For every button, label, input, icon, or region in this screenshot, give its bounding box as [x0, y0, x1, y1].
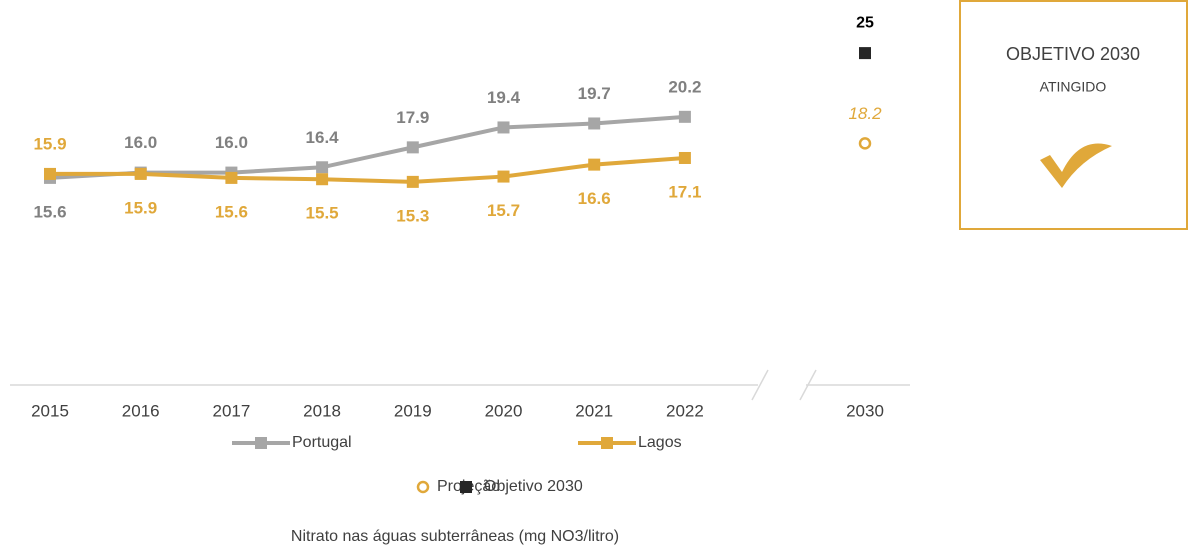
data-label: 18.2	[848, 104, 882, 123]
data-label: 25	[856, 14, 874, 31]
marker	[316, 173, 329, 186]
data-label: 17.1	[668, 182, 701, 201]
x-tick-label: 2021	[575, 401, 613, 420]
data-label: 20.2	[668, 77, 701, 96]
x-tick-label: 2020	[485, 401, 523, 420]
data-label: 15.3	[396, 206, 429, 225]
data-label: 15.5	[306, 204, 339, 223]
data-label: 19.7	[578, 84, 611, 103]
series-line	[50, 155, 686, 184]
legend-label: Objetivo 2030	[484, 478, 583, 495]
marker	[678, 151, 691, 164]
legend-marker	[460, 481, 472, 493]
data-label: 16.4	[306, 128, 340, 147]
x-tick-label: 2018	[303, 401, 341, 420]
x-tick-label: 2017	[212, 401, 250, 420]
x-axis-label: Nitrato nas águas subterrâneas (mg NO3/l…	[291, 528, 619, 545]
marker	[316, 161, 329, 174]
marker	[678, 110, 691, 123]
marker	[497, 170, 510, 183]
data-label: 19.4	[487, 88, 521, 107]
marker	[406, 175, 419, 188]
marker	[406, 141, 419, 154]
x-tick-label: 2019	[394, 401, 432, 420]
marker	[859, 47, 871, 60]
x-tick-label: 2015	[31, 401, 69, 420]
data-label: 17.9	[396, 108, 429, 127]
data-label: 16.6	[578, 189, 611, 208]
marker	[44, 167, 56, 180]
data-label: 15.9	[124, 198, 157, 217]
legend-marker	[416, 480, 430, 494]
marker	[497, 121, 510, 134]
x-tick-label: 2016	[122, 401, 160, 420]
data-label: 15.6	[215, 202, 248, 221]
data-label: 15.7	[487, 201, 520, 220]
goal-box	[959, 0, 1188, 230]
marker	[134, 167, 147, 180]
legend-marker	[601, 437, 613, 449]
x-tick-label: 2030	[846, 401, 884, 420]
legend-label: Lagos	[638, 434, 682, 451]
legend-marker	[255, 437, 267, 449]
check-icon	[1040, 143, 1112, 188]
axis-break	[799, 369, 817, 401]
data-label: 15.9	[33, 134, 66, 153]
x-tick-label: 2022	[666, 401, 704, 420]
marker	[588, 117, 601, 130]
data-label: 16.0	[124, 133, 157, 152]
data-label: 16.0	[215, 133, 248, 152]
axis-break	[751, 369, 769, 401]
marker	[588, 158, 601, 171]
goal-subtitle: ATINGIDO	[1040, 79, 1107, 95]
goal-title: OBJETIVO 2030	[1006, 44, 1140, 64]
data-label: 15.6	[33, 202, 66, 221]
legend-label: Portugal	[292, 434, 352, 451]
marker	[858, 137, 872, 150]
marker	[225, 171, 238, 184]
